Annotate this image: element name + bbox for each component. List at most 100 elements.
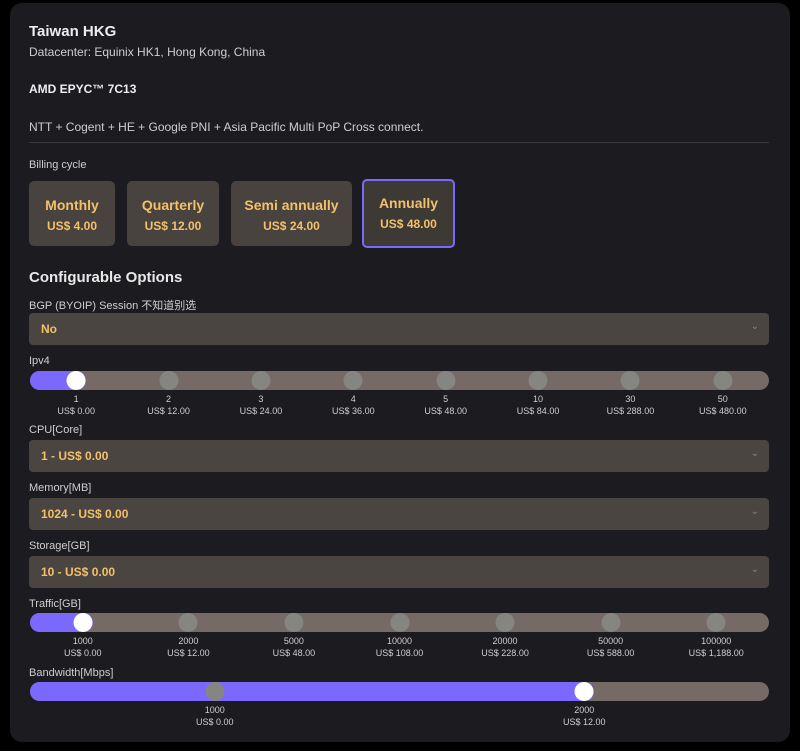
tick-price: US$ 288.00 <box>606 406 655 416</box>
traffic-label: Traffic[GB] <box>29 598 81 610</box>
bgp-select[interactable]: No ⌄ <box>29 313 769 345</box>
cpu-value: 1 - US$ 0.00 <box>41 449 109 463</box>
traffic-slider-stop[interactable] <box>178 613 198 632</box>
tick-price: US$ 36.00 <box>332 406 375 416</box>
bgp-value: No <box>41 322 57 336</box>
tick-price: US$ 228.00 <box>481 648 529 658</box>
billing-option-monthly[interactable]: Monthly US$ 4.00 <box>29 181 115 246</box>
bandwidth-slider-stop[interactable] <box>205 682 225 701</box>
tick-value: 1000 <box>204 705 225 715</box>
ipv4-slider-stop[interactable] <box>713 371 733 390</box>
option-price: US$ 4.00 <box>46 219 98 233</box>
tick-value: 3 <box>258 394 264 404</box>
billing-option-quarterly[interactable]: Quarterly US$ 12.00 <box>127 181 219 246</box>
tick-value: 10000 <box>386 636 413 646</box>
memory-select[interactable]: 1024 - US$ 0.00 ⌄ <box>29 498 769 530</box>
divider <box>29 142 769 143</box>
tick-value: 1000 <box>72 636 93 646</box>
datacenter-text: Datacenter: Equinix HK1, Hong Kong, Chin… <box>29 45 266 59</box>
bandwidth-slider[interactable]: 1000 US$ 0.00 2000 US$ 12.00 <box>30 682 769 727</box>
tick-price: US$ 12.00 <box>167 648 210 658</box>
traffic-tick-label: 10000 US$ 108.00 <box>376 635 424 659</box>
traffic-slider-stop[interactable] <box>284 613 304 632</box>
traffic-slider-stop[interactable] <box>706 613 726 632</box>
tick-value: 2000 <box>178 636 199 646</box>
traffic-tick-label: 20000 US$ 228.00 <box>481 635 529 659</box>
cpu-model: AMD EPYC™ 7C13 <box>29 82 137 96</box>
bgp-label: BGP (BYOIP) Session 不知道别选 <box>29 300 197 312</box>
tick-price: US$ 588.00 <box>586 648 635 658</box>
traffic-tick-label: 2000 US$ 12.00 <box>167 635 210 659</box>
tick-value: 50 <box>717 394 728 404</box>
tick-price: US$ 12.00 <box>562 717 606 727</box>
network-description: NTT + Cogent + HE + Google PNI + Asia Pa… <box>29 120 424 134</box>
ipv4-slider-stop[interactable] <box>343 371 363 390</box>
tick-price: US$ 0.00 <box>64 648 102 658</box>
bandwidth-label: Bandwidth[Mbps] <box>29 667 114 679</box>
ipv4-tick-label: 10 US$ 84.00 <box>517 393 560 417</box>
tick-value: 1 <box>73 394 79 404</box>
bandwidth-slider-fill <box>30 682 595 701</box>
billing-cycle-label: Billing cycle <box>29 159 87 171</box>
cpu-label: CPU[Core] <box>29 424 83 436</box>
tick-price: US$ 0.00 <box>195 717 234 727</box>
tick-value: 50000 <box>598 636 624 646</box>
tick-value: 4 <box>350 394 356 404</box>
ipv4-slider-stop[interactable] <box>159 371 179 390</box>
ipv4-tick-label: 4 US$ 36.00 <box>332 393 375 417</box>
configurable-options-heading: Configurable Options <box>29 269 183 286</box>
tick-price: US$ 12.00 <box>147 406 190 416</box>
tick-price: US$ 48.00 <box>424 406 467 416</box>
ipv4-tick-label: 3 US$ 24.00 <box>240 393 283 417</box>
tick-value: 10 <box>533 394 544 404</box>
ipv4-slider-stop[interactable] <box>620 371 640 390</box>
tick-value: 20000 <box>492 636 518 646</box>
ipv4-tick-label: 5 US$ 48.00 <box>424 393 467 417</box>
ipv4-tick-label: 1 US$ 0.00 <box>57 393 95 417</box>
ipv4-tick-label: 30 US$ 288.00 <box>607 393 655 417</box>
option-name: Annually <box>378 195 439 211</box>
option-price: US$ 48.00 <box>380 217 437 231</box>
tick-price: US$ 48.00 <box>272 648 316 658</box>
option-name: Monthly <box>45 197 99 213</box>
ipv4-slider-stop[interactable] <box>251 371 271 390</box>
bandwidth-tick-label: 2000 US$ 12.00 <box>563 704 606 728</box>
traffic-slider-stop[interactable] <box>495 613 515 632</box>
traffic-slider-stop[interactable] <box>601 613 621 632</box>
chevron-down-icon: ⌄ <box>750 506 759 517</box>
tick-value: 5000 <box>283 636 304 646</box>
bandwidth-slider-thumb[interactable] <box>574 682 594 701</box>
storage-select[interactable]: 10 - US$ 0.00 ⌄ <box>29 556 769 588</box>
billing-option-semi-annually[interactable]: Semi annually US$ 24.00 <box>231 181 352 246</box>
tick-value: 30 <box>625 394 636 404</box>
traffic-slider-thumb[interactable] <box>73 613 93 632</box>
bandwidth-tick-label: 1000 US$ 0.00 <box>196 704 234 728</box>
traffic-slider[interactable]: 1000 US$ 0.00 2000 US$ 12.00 5000 US$ 48.00 10… <box>30 613 769 658</box>
chevron-down-icon: ⌄ <box>750 564 759 575</box>
ipv4-slider-stop[interactable] <box>436 371 456 390</box>
tick-price: US$ 480.00 <box>699 406 747 416</box>
ipv4-slider[interactable]: 1 US$ 0.00 2 US$ 12.00 3 US$ 24.00 4 US$ 36.00 5… <box>30 371 769 416</box>
tick-value: 2 <box>166 394 172 404</box>
option-price: US$ 24.00 <box>263 219 320 233</box>
ipv4-slider-thumb[interactable] <box>66 371 86 390</box>
tick-value: 100000 <box>701 636 732 646</box>
traffic-slider-stop[interactable] <box>390 613 409 632</box>
tick-price: US$ 108.00 <box>375 648 424 658</box>
product-title: Taiwan HKG <box>29 23 117 40</box>
option-name: Quarterly <box>141 197 205 213</box>
ipv4-slider-stop[interactable] <box>528 371 548 390</box>
billing-option-annually[interactable]: Annually US$ 48.00 <box>362 179 455 248</box>
ipv4-tick-label: 50 US$ 480.00 <box>699 393 747 417</box>
traffic-tick-label: 50000 US$ 588.00 <box>587 635 635 659</box>
storage-label: Storage[GB] <box>29 540 90 552</box>
memory-value: 1024 - US$ 0.00 <box>41 507 129 521</box>
tick-value: 2000 <box>574 705 595 715</box>
cpu-select[interactable]: 1 - US$ 0.00 ⌄ <box>29 440 769 472</box>
tick-price: US$ 1,188.00 <box>688 648 744 658</box>
traffic-tick-label: 100000 US$ 1,188.00 <box>689 635 744 659</box>
traffic-tick-label: 5000 US$ 48.00 <box>273 635 316 659</box>
chevron-down-icon: ⌄ <box>750 448 759 459</box>
traffic-tick-label: 1000 US$ 0.00 <box>64 635 102 659</box>
ipv4-tick-label: 2 US$ 12.00 <box>147 393 190 417</box>
